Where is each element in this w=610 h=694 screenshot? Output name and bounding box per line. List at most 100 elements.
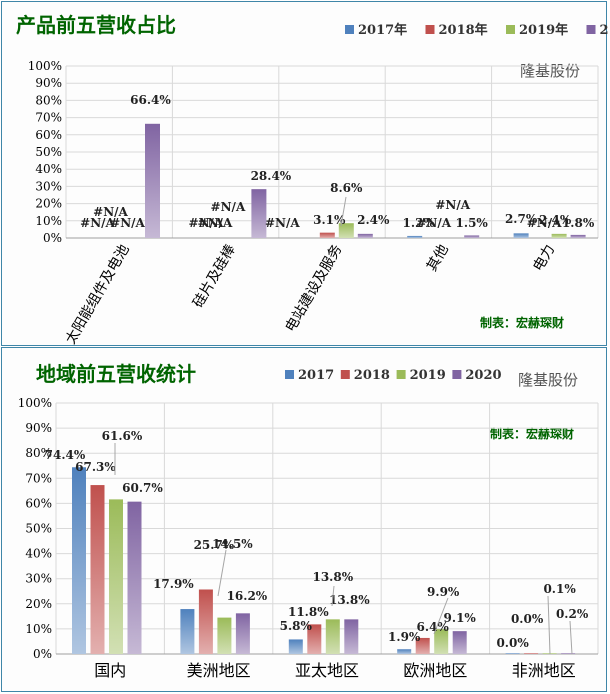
leader-line: [433, 597, 449, 635]
data-label: 13.8%: [312, 570, 353, 584]
x-category-label: 太阳能组件及电池: [63, 242, 133, 347]
bar-2020: [235, 613, 250, 654]
y-tick-label: 70%: [25, 471, 52, 485]
bar-2019年: [551, 233, 567, 238]
x-category-label: 电力: [530, 242, 558, 274]
data-label: 2.7%: [505, 212, 538, 226]
bar-2018: [198, 589, 213, 654]
legend-swatch: [452, 370, 462, 379]
legend-entry: 2017年: [358, 22, 407, 38]
y-tick-label: 90%: [35, 76, 62, 90]
leader-line: [217, 549, 227, 597]
bar-2020: [127, 501, 142, 654]
data-label: 67.3%: [75, 460, 116, 474]
product-revenue-chart: 产品前五营收占比 隆基股份 制表：宏赫琛财 0% 10% 20% 30% 40% 50% 6…: [16, 13, 609, 347]
bar-2017: [72, 467, 86, 654]
data-label: 25.7%: [194, 538, 235, 552]
bar-2018: [415, 637, 430, 654]
data-label: 9.1%: [444, 611, 477, 625]
product-revenue-chart-panel: 产品前五营收占比 隆基股份 制表：宏赫琛财 0% 10% 20% 30% 40% 50% 6…: [1, 1, 609, 347]
legend-entry: 2018: [354, 368, 390, 383]
leader-line: [331, 585, 335, 607]
bar-2020: [452, 631, 467, 654]
legend-swatch: [586, 25, 596, 34]
bar-2017: [505, 653, 520, 654]
data-label: #N/A: [93, 205, 128, 219]
legend-entry: 2019: [410, 368, 446, 383]
legend-swatch: [285, 370, 294, 379]
data-label: #N/A: [527, 216, 562, 230]
x-category-label: 欧洲地区: [403, 661, 467, 680]
data-label: 1.2%: [403, 216, 436, 230]
y-tick-label: 30%: [25, 572, 52, 586]
data-label: 11.8%: [288, 605, 329, 619]
bar-2017: [288, 639, 303, 654]
leader-line: [340, 196, 347, 227]
watermark-text: 隆基股份: [520, 62, 580, 80]
data-label: 0.0%: [496, 636, 529, 650]
chart-title: 产品前五营收占比: [16, 13, 176, 37]
legend-entry: 2017: [298, 368, 334, 383]
bar-2020年: [251, 189, 267, 238]
data-label: 17.9%: [153, 577, 194, 591]
legend-entry: 2020年: [600, 22, 609, 38]
data-label: 14.5%: [212, 537, 253, 551]
leader-line: [569, 620, 573, 655]
legend-entry: 2018年: [439, 22, 488, 38]
y-tick-label: 0%: [43, 231, 62, 245]
x-category-label: 非洲地区: [512, 661, 576, 680]
region-revenue-chart-panel: 地域前五营收统计 隆基股份 制表：宏赫琛财 0% 10% 20% 30% 40% 50% 6…: [1, 347, 607, 692]
data-label: #N/A: [80, 216, 115, 230]
bar-2019年: [338, 223, 354, 238]
data-label: 2.4%: [539, 213, 572, 227]
data-label: #N/A: [265, 216, 300, 230]
bar-2017年: [407, 235, 423, 238]
data-label: 28.4%: [251, 169, 292, 183]
y-tick-label: 60%: [25, 496, 52, 510]
y-tick-label: 60%: [35, 128, 62, 142]
y-tick-label: 20%: [35, 197, 62, 211]
data-label: 2.4%: [357, 213, 390, 227]
watermark-text: 隆基股份: [518, 371, 578, 389]
y-tick-label: 80%: [35, 93, 62, 107]
x-category-label: 电站建设及服务: [283, 242, 346, 335]
chart-title: 地域前五营收统计: [36, 362, 196, 386]
data-label: 1.9%: [388, 630, 421, 644]
bar-2019: [325, 619, 340, 654]
data-label: 0.0%: [511, 612, 544, 626]
data-label: 61.6%: [102, 429, 143, 443]
legend-entry: 2020: [465, 368, 501, 383]
bar-2019: [434, 629, 449, 654]
y-tick-label: 100%: [18, 396, 52, 410]
legend-swatch: [345, 25, 354, 34]
data-label: 0.2%: [556, 607, 589, 621]
data-label: 3.1%: [313, 213, 346, 227]
data-label: #N/A: [435, 198, 470, 212]
y-tick-label: 100%: [28, 59, 62, 73]
data-label: 6.4%: [417, 620, 450, 634]
y-tick-label: 20%: [25, 597, 52, 611]
y-tick-label: 40%: [25, 547, 52, 561]
data-label: 0.1%: [543, 582, 576, 596]
data-label: #N/A: [189, 216, 224, 230]
bar-2017年: [513, 233, 529, 238]
data-label: 16.2%: [227, 589, 268, 603]
data-label: 13.8%: [329, 593, 370, 607]
bar-2020: [561, 653, 576, 654]
data-label: 60.7%: [122, 481, 163, 495]
bar-2020年: [464, 235, 480, 238]
x-category-label: 其他: [424, 242, 452, 274]
bar-2020年: [570, 234, 586, 238]
legend-entry: 2019年: [519, 22, 568, 38]
data-label: #N/A: [416, 216, 451, 230]
bar-2020年: [357, 233, 373, 238]
y-tick-label: 0%: [33, 647, 52, 661]
x-category-label: 亚太地区: [295, 661, 359, 680]
bar-2017: [180, 609, 195, 654]
credit-text: 制表：宏赫琛财: [490, 426, 574, 441]
y-tick-label: 50%: [35, 145, 62, 159]
y-tick-label: 10%: [25, 622, 52, 636]
x-category-label: 美洲地区: [187, 661, 251, 680]
bar-2019: [217, 617, 232, 654]
data-label: #N/A: [211, 200, 246, 214]
